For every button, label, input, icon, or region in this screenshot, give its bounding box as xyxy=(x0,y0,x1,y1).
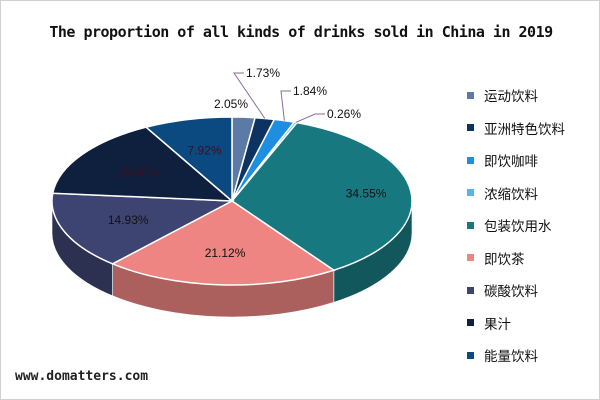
legend-swatch xyxy=(467,156,474,164)
legend-swatch xyxy=(467,221,474,229)
legend-item: 运动饮料 xyxy=(467,79,565,112)
legend-swatch xyxy=(467,319,474,327)
data-label: 21.12% xyxy=(205,246,246,260)
legend-label: 包装饮用水 xyxy=(484,219,552,236)
legend-label: 浓缩饮料 xyxy=(484,186,538,203)
pie-slice xyxy=(110,200,336,286)
legend-swatch xyxy=(467,124,474,132)
data-label: 2.05% xyxy=(214,97,248,111)
pie-slice xyxy=(51,126,235,202)
pie-slice xyxy=(51,192,235,265)
legend-label: 果汁 xyxy=(484,316,511,333)
legend-label: 碳酸饮料 xyxy=(484,284,538,301)
leader-line xyxy=(233,72,266,119)
legend-item: 包装饮用水 xyxy=(467,209,565,242)
data-label: 15.60% xyxy=(118,165,159,179)
legend-item: 碳酸饮料 xyxy=(467,274,565,307)
leader-line xyxy=(295,113,325,123)
data-label: 7.92% xyxy=(188,144,222,158)
pie-slice xyxy=(144,116,233,203)
pie-slice xyxy=(230,121,413,272)
data-label: 1.73% xyxy=(246,66,280,80)
legend-swatch xyxy=(467,91,474,99)
legend-label: 亚洲特色饮料 xyxy=(484,121,565,138)
data-label: 14.93% xyxy=(108,213,149,227)
leader-line xyxy=(280,90,291,121)
legend-item: 亚洲特色饮料 xyxy=(467,112,565,145)
legend-item: 即饮咖啡 xyxy=(467,144,565,177)
legend: 运动饮料亚洲特色饮料 即饮咖啡浓缩饮料包装饮用水即饮茶碳酸饮料果汁能量饮料 xyxy=(467,79,565,372)
data-label: 34.55% xyxy=(346,187,387,201)
legend-swatch xyxy=(467,254,474,262)
data-label: 0.26% xyxy=(327,107,361,121)
legend-item: 果汁 xyxy=(467,307,565,340)
watermark: www.domatters.com xyxy=(15,369,149,384)
legend-item: 能量饮料 xyxy=(467,339,565,372)
data-label: 1.84% xyxy=(293,84,327,98)
legend-label: 即饮咖啡 xyxy=(484,154,538,171)
legend-label: 能量饮料 xyxy=(484,349,538,366)
chart-title: The proportion of all kinds of drinks so… xyxy=(49,23,553,41)
legend-label: 即饮茶 xyxy=(484,251,525,268)
legend-item: 即饮茶 xyxy=(467,242,565,275)
legend-item: 浓缩饮料 xyxy=(467,177,565,210)
legend-label: 运动饮料 xyxy=(484,89,538,106)
legend-swatch xyxy=(467,286,474,294)
legend-swatch xyxy=(467,351,474,359)
legend-swatch xyxy=(467,189,474,197)
